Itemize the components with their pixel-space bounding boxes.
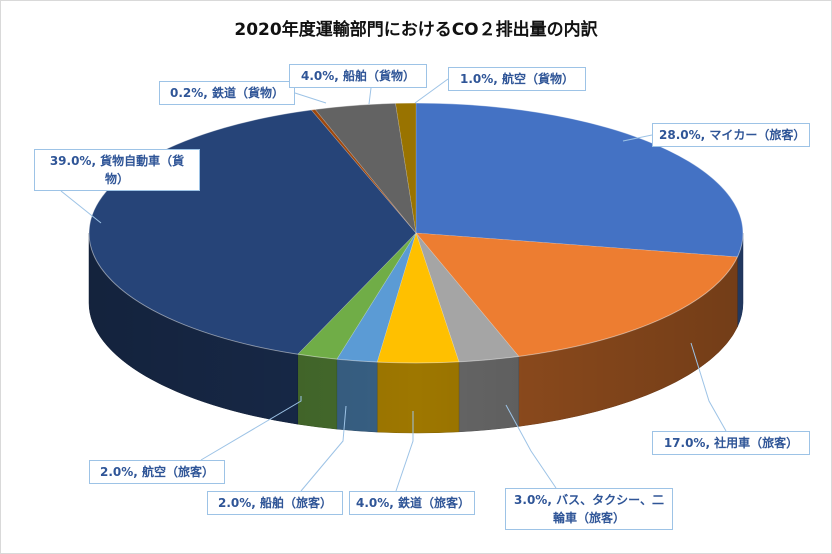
data-label-7: 0.2%, 鉄道（貨物） <box>159 81 295 105</box>
leader-line-7 <box>294 92 327 104</box>
leader-line-3 <box>395 411 414 492</box>
pie-slice-9[interactable] <box>395 102 417 234</box>
data-label-8: 4.0%, 船舶（貨物） <box>289 64 427 88</box>
pie-slice-2[interactable] <box>415 232 520 363</box>
chart-title: 2020年度運輸部門におけるCO２排出量の内訳 <box>234 20 598 40</box>
data-label-4: 2.0%, 船舶（旅客） <box>207 491 343 515</box>
data-label-1: 17.0%, 社用車（旅客） <box>652 431 810 455</box>
pie-slice-1[interactable] <box>415 232 738 357</box>
pie-slice-3[interactable] <box>376 232 460 364</box>
leader-line-2 <box>505 404 557 489</box>
pie-slice-0[interactable] <box>415 102 744 258</box>
pie-wall-shading <box>89 233 743 433</box>
data-label-0: 28.0%, マイカー（旅客） <box>652 123 810 147</box>
data-label-5: 2.0%, 航空（旅客） <box>89 460 225 484</box>
leader-line-6 <box>60 190 102 224</box>
pie-slice-8[interactable] <box>314 102 417 235</box>
leader-line-1 <box>690 342 727 432</box>
leader-line-0 <box>622 134 653 142</box>
pie-slice-5[interactable] <box>297 232 417 360</box>
leader-line-8 <box>368 87 372 105</box>
data-label-2: 3.0%, バス、タクシー、二輪車（旅客） <box>505 488 673 530</box>
pie-slice-7[interactable] <box>310 109 417 234</box>
leader-line-4 <box>300 405 347 492</box>
data-label-6: 39.0%, 貨物自動車（貨物） <box>34 149 200 191</box>
pie-rim <box>88 102 744 364</box>
data-label-9: 1.0%, 航空（貨物） <box>448 67 586 91</box>
leader-line-5 <box>200 396 302 461</box>
data-label-3: 4.0%, 鉄道（旅客） <box>349 491 475 515</box>
leader-line-9 <box>414 78 449 104</box>
pie-slice-4[interactable] <box>336 232 417 363</box>
